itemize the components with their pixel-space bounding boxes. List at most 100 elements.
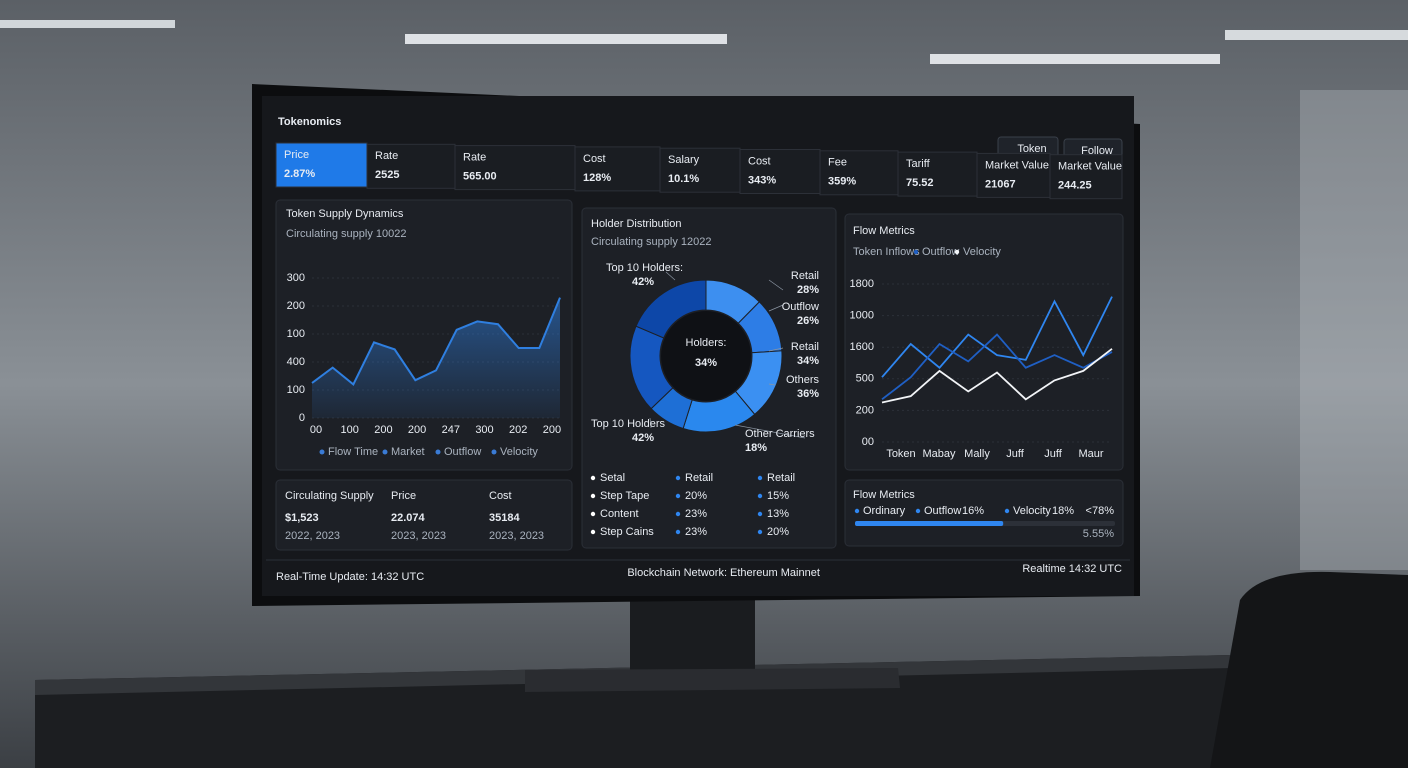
x-tick-label: 100 [341,424,359,436]
table-cell: Retail [685,472,713,484]
slice-value: 42% [632,276,654,288]
stat-label: Cost [489,490,512,502]
line [311,297,561,386]
x-tick-label: Juff [1006,448,1024,460]
panel [844,479,1124,547]
x-tick-label: 247 [442,424,460,436]
x-tick-label: 300 [475,424,493,436]
x-tick-label: Token [886,448,915,460]
y-tick-label: 300 [287,272,305,284]
kpi-value: 244.25 [1058,180,1092,192]
slice-value: 26% [797,315,819,327]
y-tick-label: 500 [856,373,874,385]
legend-dot [954,249,960,255]
legend-label: Velocity [1013,505,1051,517]
slice-label: Retail [791,270,819,282]
kpi-value: 128% [583,172,611,184]
footer-left: Real-Time Update: 14:32 UTC [276,571,424,583]
panel [275,479,573,551]
legend-dot [757,511,763,517]
stat-label: Circulating Supply [285,490,374,502]
table-cell: Step Tape [600,490,649,502]
kpi-value: 10.1% [668,173,699,185]
button-label[interactable]: Token [1017,143,1046,155]
line [881,333,1113,401]
button-label[interactable]: Follow [1081,145,1113,157]
legend-dot [675,529,681,535]
legend-dot [590,511,596,517]
legend-value: 16% [962,505,984,517]
y-tick-label: 1800 [850,278,874,290]
slice-label: Retail [791,341,819,353]
kpi-card [1049,154,1123,200]
monitor-base [525,668,900,692]
legend-dot [757,475,763,481]
y-tick-label: 200 [287,300,305,312]
slice-label: Others [786,374,820,386]
x-tick-label: Maur [1078,448,1103,460]
kpi-value: 343% [748,174,776,186]
slice-value: 42% [632,432,654,444]
ceiling-light [930,54,1220,64]
kpi-value: 359% [828,176,856,188]
legend-label: Velocity [963,246,1001,258]
legend-label: Outflow [922,246,959,258]
legend-dot [590,529,596,535]
slice-value: 34% [797,355,819,367]
legend-dot [675,511,681,517]
y-tick-label: 0 [299,412,305,424]
slice-value: 36% [797,388,819,400]
x-tick-label: 200 [408,424,426,436]
legend-dot [382,449,388,455]
kpi-value: 75.52 [906,177,934,189]
leader-line [649,417,652,429]
ceiling-light [0,20,175,28]
legend-label: Ordinary [863,505,906,517]
kpi-card [659,147,741,193]
legend-dot [435,449,441,455]
panel-subtitle: Circulating supply 10022 [286,228,406,240]
legend-dot [915,508,921,514]
legend-dot [675,493,681,499]
table-cell: 20% [767,526,789,538]
x-tick-label: 200 [543,424,561,436]
kpi-label: Cost [583,153,606,165]
stat-sub: 2023, 2023 [489,530,544,542]
slice-label: Other Carriers [745,428,815,440]
progress-fill [855,521,1004,526]
stat-sub: 2022, 2023 [285,530,340,542]
stat-value: $1,523 [285,512,319,524]
donut-center-value: 34% [695,357,717,369]
kpi-label: Market Value [1058,161,1122,173]
kpi-label: Tariff [906,158,931,170]
panel-title: Flow Metrics [853,225,915,237]
footer-network-label: Blockchain Network: [627,567,727,579]
kpi-label: Salary [668,154,700,166]
legend-label: Velocity [500,446,538,458]
legend-dot [319,449,325,455]
y-tick-label: 100 [287,384,305,396]
stat-sub: 2023, 2023 [391,530,446,542]
kpi-card [739,149,821,194]
legend-label: Flow Time [328,446,378,458]
y-tick-label: 200 [856,404,874,416]
panel-title: Token Supply Dynamics [286,208,404,220]
legend-value: 18% [1052,505,1074,517]
table-cell: Setal [600,472,625,484]
panel-title: Flow Metrics [853,489,915,501]
table-cell: Retail [767,472,795,484]
kpi-label: Market Value [985,159,1049,171]
slice-label: Top 10 Holders [591,418,665,430]
kpi-card [366,143,456,189]
right-label: <78% [1086,505,1115,517]
table-cell: 23% [685,526,707,538]
title: Tokenomics [278,116,341,128]
legend-dot [675,475,681,481]
y-tick-label: 1600 [850,341,874,353]
kpi-label: Rate [463,152,486,164]
kpi-card [976,152,1051,198]
table-cell: 23% [685,508,707,520]
stat-label: Price [391,490,416,502]
chair [1210,571,1408,768]
